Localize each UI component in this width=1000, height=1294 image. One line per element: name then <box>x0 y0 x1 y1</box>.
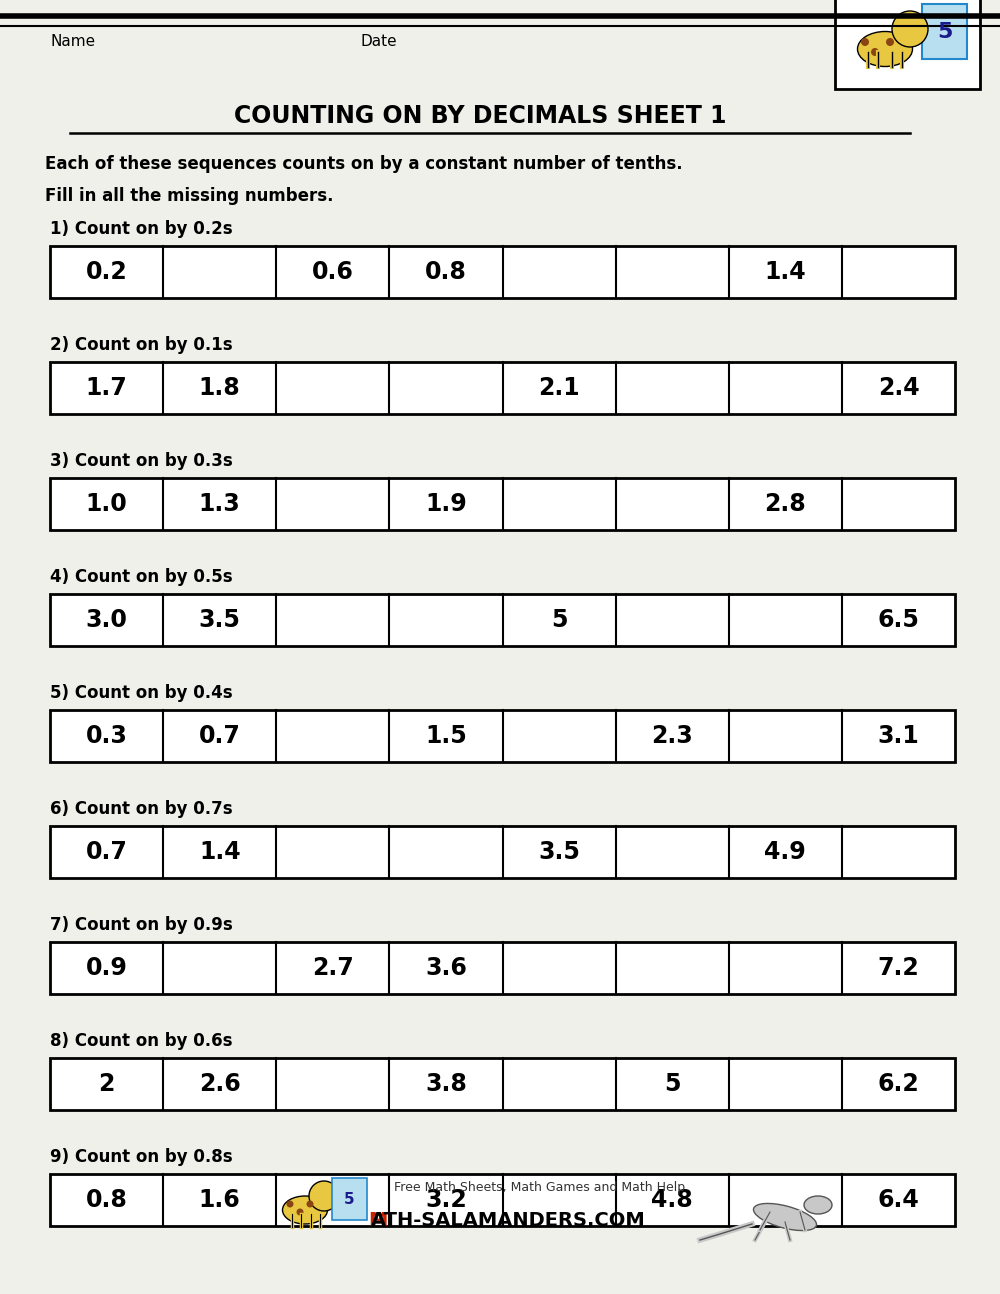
Text: COUNTING ON BY DECIMALS SHEET 1: COUNTING ON BY DECIMALS SHEET 1 <box>234 104 726 128</box>
Bar <box>50 362 955 414</box>
Text: 3.1: 3.1 <box>878 725 919 748</box>
Circle shape <box>287 1201 294 1207</box>
Bar <box>50 942 955 994</box>
Text: 6.2: 6.2 <box>878 1071 919 1096</box>
Text: 1.7: 1.7 <box>86 377 127 400</box>
Text: 2.3: 2.3 <box>651 725 693 748</box>
Bar <box>50 1174 955 1225</box>
Text: 3.5: 3.5 <box>538 840 580 864</box>
Text: 7.2: 7.2 <box>878 956 919 980</box>
Text: 1.4: 1.4 <box>765 260 806 283</box>
Bar <box>332 1178 367 1220</box>
Bar <box>50 942 955 994</box>
Text: 0.2: 0.2 <box>86 260 127 283</box>
Bar <box>50 477 955 531</box>
Bar <box>50 594 955 646</box>
Text: 2.7: 2.7 <box>312 956 354 980</box>
Ellipse shape <box>283 1196 328 1224</box>
Ellipse shape <box>858 31 912 66</box>
Bar <box>50 710 955 762</box>
Bar <box>50 477 955 531</box>
Text: 3.8: 3.8 <box>425 1071 467 1096</box>
Text: Name: Name <box>50 35 95 49</box>
Text: 1.3: 1.3 <box>199 492 241 516</box>
Bar <box>50 710 955 762</box>
Text: 6) Count on by 0.7s: 6) Count on by 0.7s <box>50 800 233 818</box>
Text: 0.3: 0.3 <box>86 725 128 748</box>
Text: 0.8: 0.8 <box>86 1188 128 1212</box>
Text: 3.5: 3.5 <box>199 608 241 631</box>
Bar <box>922 4 967 60</box>
Bar <box>835 0 980 89</box>
Text: 1.5: 1.5 <box>425 725 467 748</box>
Text: 1.0: 1.0 <box>86 492 127 516</box>
Text: 2.6: 2.6 <box>199 1071 241 1096</box>
Bar <box>50 826 955 879</box>
Text: 6.4: 6.4 <box>878 1188 919 1212</box>
Ellipse shape <box>753 1203 817 1231</box>
Text: 4.8: 4.8 <box>651 1188 693 1212</box>
Text: 2: 2 <box>98 1071 115 1096</box>
Circle shape <box>886 38 894 47</box>
Text: 0.7: 0.7 <box>86 840 128 864</box>
Text: 2.1: 2.1 <box>538 377 580 400</box>
Circle shape <box>892 12 928 47</box>
Text: 0.7: 0.7 <box>199 725 241 748</box>
Text: Date: Date <box>360 35 397 49</box>
Bar <box>50 1174 955 1225</box>
Text: 2.8: 2.8 <box>764 492 806 516</box>
Text: 1) Count on by 0.2s: 1) Count on by 0.2s <box>50 220 233 238</box>
Bar <box>50 246 955 298</box>
Circle shape <box>309 1181 339 1211</box>
Text: 7) Count on by 0.9s: 7) Count on by 0.9s <box>50 916 233 934</box>
Text: 2.4: 2.4 <box>878 377 919 400</box>
Text: 1.9: 1.9 <box>425 492 467 516</box>
Text: 3) Count on by 0.3s: 3) Count on by 0.3s <box>50 452 233 470</box>
Text: 2) Count on by 0.1s: 2) Count on by 0.1s <box>50 336 233 355</box>
Text: Free Math Sheets, Math Games and Math Help: Free Math Sheets, Math Games and Math He… <box>394 1180 686 1193</box>
Text: Fill in all the missing numbers.: Fill in all the missing numbers. <box>45 188 334 204</box>
Text: M: M <box>368 1210 388 1229</box>
Ellipse shape <box>804 1196 832 1214</box>
Circle shape <box>296 1209 304 1215</box>
Text: ATH-SALAMANDERS.COM: ATH-SALAMANDERS.COM <box>371 1210 645 1229</box>
Text: 6.5: 6.5 <box>878 608 919 631</box>
Text: 5: 5 <box>664 1071 680 1096</box>
Circle shape <box>871 48 879 56</box>
Text: 9) Count on by 0.8s: 9) Count on by 0.8s <box>50 1148 233 1166</box>
Text: 1.8: 1.8 <box>199 377 241 400</box>
Text: Each of these sequences counts on by a constant number of tenths.: Each of these sequences counts on by a c… <box>45 155 683 173</box>
Text: 3.2: 3.2 <box>425 1188 467 1212</box>
Text: 5) Count on by 0.4s: 5) Count on by 0.4s <box>50 685 233 703</box>
Text: 8) Count on by 0.6s: 8) Count on by 0.6s <box>50 1033 232 1049</box>
Text: 3.6: 3.6 <box>425 956 467 980</box>
Text: 5: 5 <box>551 608 567 631</box>
Circle shape <box>861 38 869 47</box>
Text: 4) Count on by 0.5s: 4) Count on by 0.5s <box>50 568 233 586</box>
Text: 0.8: 0.8 <box>425 260 467 283</box>
Circle shape <box>306 1201 314 1207</box>
Text: 3.0: 3.0 <box>86 608 128 631</box>
Bar <box>50 1058 955 1110</box>
Text: 1.6: 1.6 <box>199 1188 241 1212</box>
Bar <box>50 246 955 298</box>
Text: 5: 5 <box>937 22 952 41</box>
Text: 1.4: 1.4 <box>199 840 241 864</box>
Bar <box>50 362 955 414</box>
Bar <box>50 1058 955 1110</box>
Text: 0.6: 0.6 <box>312 260 354 283</box>
Bar <box>50 594 955 646</box>
Text: 0.9: 0.9 <box>86 956 128 980</box>
Bar <box>50 826 955 879</box>
Text: 5: 5 <box>344 1192 355 1206</box>
Text: 4.9: 4.9 <box>764 840 806 864</box>
